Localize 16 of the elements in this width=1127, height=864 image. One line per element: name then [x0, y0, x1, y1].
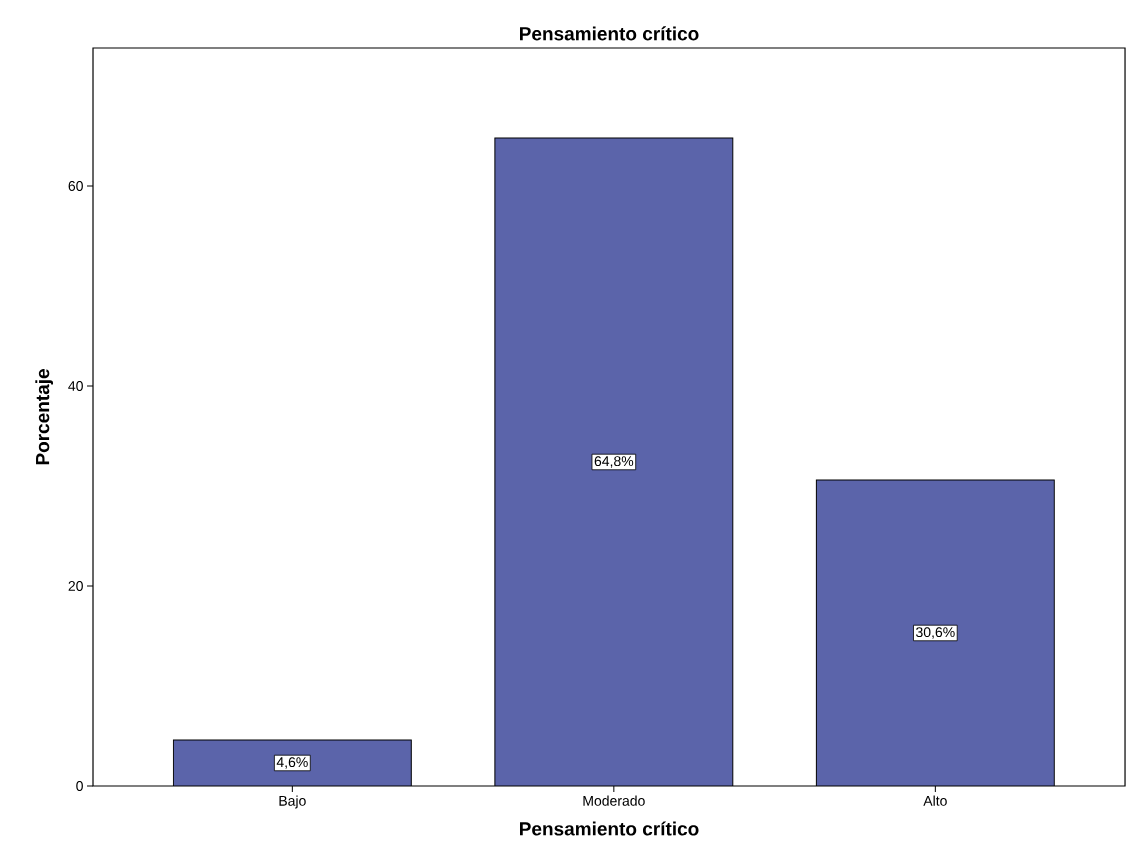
y-tick-label: 0: [76, 781, 83, 791]
data-label: 30,6%: [916, 627, 955, 639]
x-tick-label: Bajo: [279, 795, 306, 809]
data-label: 64,8%: [594, 456, 634, 468]
y-axis-title: Porcentaje: [35, 369, 54, 465]
x-tick-label: Moderado: [583, 795, 645, 806]
bar: [172, 739, 412, 786]
y-tick-label: 20: [68, 581, 83, 591]
x-tick-label: Alto: [923, 795, 947, 806]
bar: [815, 479, 1055, 786]
y-tick-label: 60: [68, 181, 83, 191]
bar: [494, 137, 734, 786]
x-axis-title: Pensamiento crítico: [520, 821, 699, 836]
chart-title: Pensamiento crítico: [520, 26, 699, 41]
y-tick-label: 40: [68, 381, 83, 391]
data-label: 4,6%: [276, 757, 308, 769]
